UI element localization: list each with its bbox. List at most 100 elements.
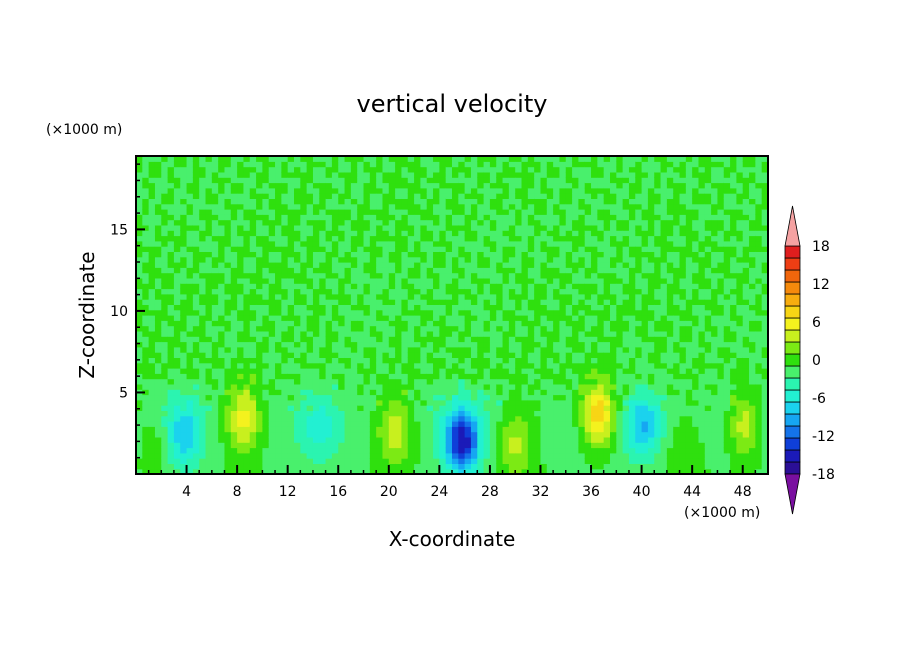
heatmap-cell	[154, 219, 162, 226]
heatmap-cell	[249, 156, 257, 162]
heatmap-cell	[300, 357, 308, 364]
heatmap-cell	[388, 161, 396, 168]
heatmap-cell	[464, 262, 472, 268]
heatmap-cell	[578, 224, 586, 231]
heatmap-cell	[218, 187, 226, 194]
heatmap-cell	[641, 421, 649, 427]
heatmap-cell	[622, 235, 630, 242]
heatmap-cell	[464, 452, 472, 459]
heatmap-cell	[445, 161, 453, 168]
heatmap-cell	[268, 315, 276, 321]
heatmap-cell	[647, 452, 655, 459]
heatmap-cell	[591, 203, 598, 210]
heatmap-cell	[622, 209, 630, 215]
heatmap-cell	[477, 177, 485, 184]
heatmap-cell	[344, 436, 352, 443]
heatmap-cell	[559, 262, 567, 268]
y-axis-unit: (×1000 m)	[46, 122, 122, 138]
heatmap-cell	[300, 219, 308, 226]
heatmap-cell	[249, 421, 257, 427]
heatmap-cell	[376, 198, 384, 205]
heatmap-cell	[357, 415, 365, 422]
heatmap-cell	[654, 304, 662, 311]
heatmap-cell	[237, 251, 245, 258]
heatmap-cell	[584, 171, 592, 178]
heatmap-cell	[553, 330, 561, 337]
heatmap-cell	[388, 341, 396, 348]
heatmap-cell	[439, 230, 447, 237]
heatmap-cell	[591, 341, 598, 348]
heatmap-cell	[344, 389, 352, 396]
heatmap-cell	[401, 177, 409, 184]
heatmap-cell	[262, 421, 270, 427]
heatmap-cell	[445, 299, 453, 305]
heatmap-cell	[167, 299, 175, 305]
heatmap-cell	[521, 214, 529, 221]
heatmap-cell	[306, 283, 314, 290]
heatmap-cell	[281, 373, 289, 380]
heatmap-cell	[325, 436, 333, 443]
heatmap-cell	[515, 224, 523, 231]
heatmap-cell	[426, 177, 434, 184]
heatmap-cell	[452, 235, 459, 242]
heatmap-cell	[534, 267, 542, 274]
heatmap-cell	[376, 299, 384, 305]
heatmap-cell	[300, 431, 308, 438]
heatmap-cell	[287, 410, 295, 417]
heatmap-cell	[338, 267, 346, 274]
heatmap-cell	[237, 436, 245, 443]
heatmap-cell	[388, 283, 396, 290]
heatmap-cell	[376, 156, 384, 162]
heatmap-cell	[281, 341, 289, 348]
heatmap-cell	[420, 156, 428, 162]
heatmap-cell	[572, 436, 579, 443]
heatmap-cell	[610, 394, 617, 401]
heatmap-cell	[414, 235, 421, 242]
heatmap-cell	[559, 293, 567, 300]
heatmap-cell	[489, 378, 497, 385]
heatmap-cell	[635, 187, 643, 194]
heatmap-cell	[287, 421, 295, 427]
heatmap-cell	[452, 463, 459, 470]
heatmap-cell	[275, 235, 282, 242]
heatmap-cell	[622, 299, 630, 305]
heatmap-cell	[167, 447, 175, 454]
heatmap-cell	[489, 394, 497, 401]
heatmap-cell	[167, 240, 175, 247]
heatmap-cell	[496, 299, 504, 305]
heatmap-cell	[388, 336, 396, 343]
heatmap-cell	[325, 304, 333, 311]
heatmap-cell	[243, 277, 251, 284]
heatmap-cell	[319, 315, 327, 321]
heatmap-cell	[521, 458, 529, 464]
heatmap-cell	[142, 267, 150, 274]
heatmap-cell	[363, 272, 371, 279]
heatmap-cell	[249, 442, 257, 449]
heatmap-cell	[237, 224, 245, 231]
heatmap-cell	[521, 373, 529, 380]
heatmap-cell	[572, 240, 579, 247]
heatmap-cell	[540, 341, 548, 348]
heatmap-cell	[628, 383, 636, 390]
heatmap-cell	[521, 256, 529, 263]
heatmap-cell	[224, 198, 232, 205]
heatmap-cell	[237, 214, 245, 221]
heatmap-cell	[287, 352, 295, 358]
heatmap-cell	[224, 203, 232, 210]
heatmap-cell	[635, 277, 643, 284]
heatmap-cell	[660, 415, 668, 422]
heatmap-cell	[294, 288, 301, 295]
heatmap-cell	[268, 288, 276, 295]
heatmap-cell	[344, 267, 352, 274]
heatmap-cell	[312, 214, 320, 221]
heatmap-cell	[540, 235, 548, 242]
heatmap-cell	[508, 283, 516, 290]
heatmap-cell	[647, 246, 655, 252]
heatmap-cell	[540, 346, 548, 353]
heatmap-cell	[641, 336, 649, 343]
heatmap-cell	[382, 421, 390, 427]
heatmap-cell	[331, 272, 339, 279]
heatmap-cell	[553, 198, 561, 205]
heatmap-cell	[161, 325, 169, 332]
heatmap-cell	[224, 224, 232, 231]
